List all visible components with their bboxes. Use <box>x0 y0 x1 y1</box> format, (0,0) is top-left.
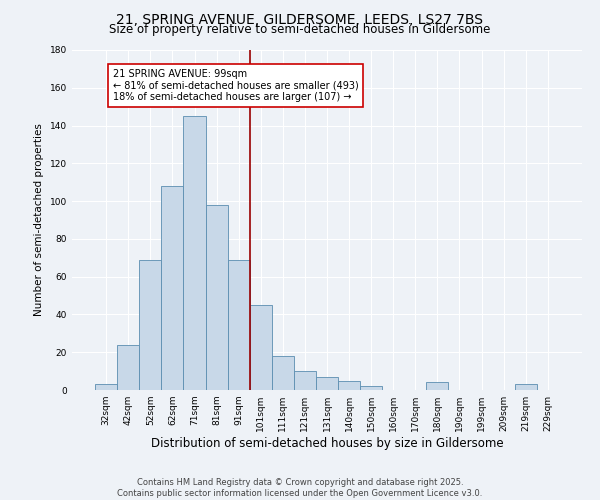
Bar <box>184 116 206 390</box>
Bar <box>227 260 250 390</box>
Bar <box>316 377 338 390</box>
Text: Size of property relative to semi-detached houses in Gildersome: Size of property relative to semi-detach… <box>109 22 491 36</box>
Bar <box>95 384 117 390</box>
Bar <box>139 260 161 390</box>
Bar <box>272 356 294 390</box>
Bar <box>250 305 272 390</box>
Text: Contains HM Land Registry data © Crown copyright and database right 2025.
Contai: Contains HM Land Registry data © Crown c… <box>118 478 482 498</box>
X-axis label: Distribution of semi-detached houses by size in Gildersome: Distribution of semi-detached houses by … <box>151 437 503 450</box>
Bar <box>338 380 360 390</box>
Bar <box>360 386 382 390</box>
Bar <box>294 371 316 390</box>
Text: 21, SPRING AVENUE, GILDERSOME, LEEDS, LS27 7BS: 21, SPRING AVENUE, GILDERSOME, LEEDS, LS… <box>116 12 484 26</box>
Y-axis label: Number of semi-detached properties: Number of semi-detached properties <box>34 124 44 316</box>
Bar <box>161 186 184 390</box>
Bar <box>515 384 537 390</box>
Bar <box>117 344 139 390</box>
Bar <box>206 205 227 390</box>
Bar <box>427 382 448 390</box>
Text: 21 SPRING AVENUE: 99sqm
← 81% of semi-detached houses are smaller (493)
18% of s: 21 SPRING AVENUE: 99sqm ← 81% of semi-de… <box>113 69 359 102</box>
